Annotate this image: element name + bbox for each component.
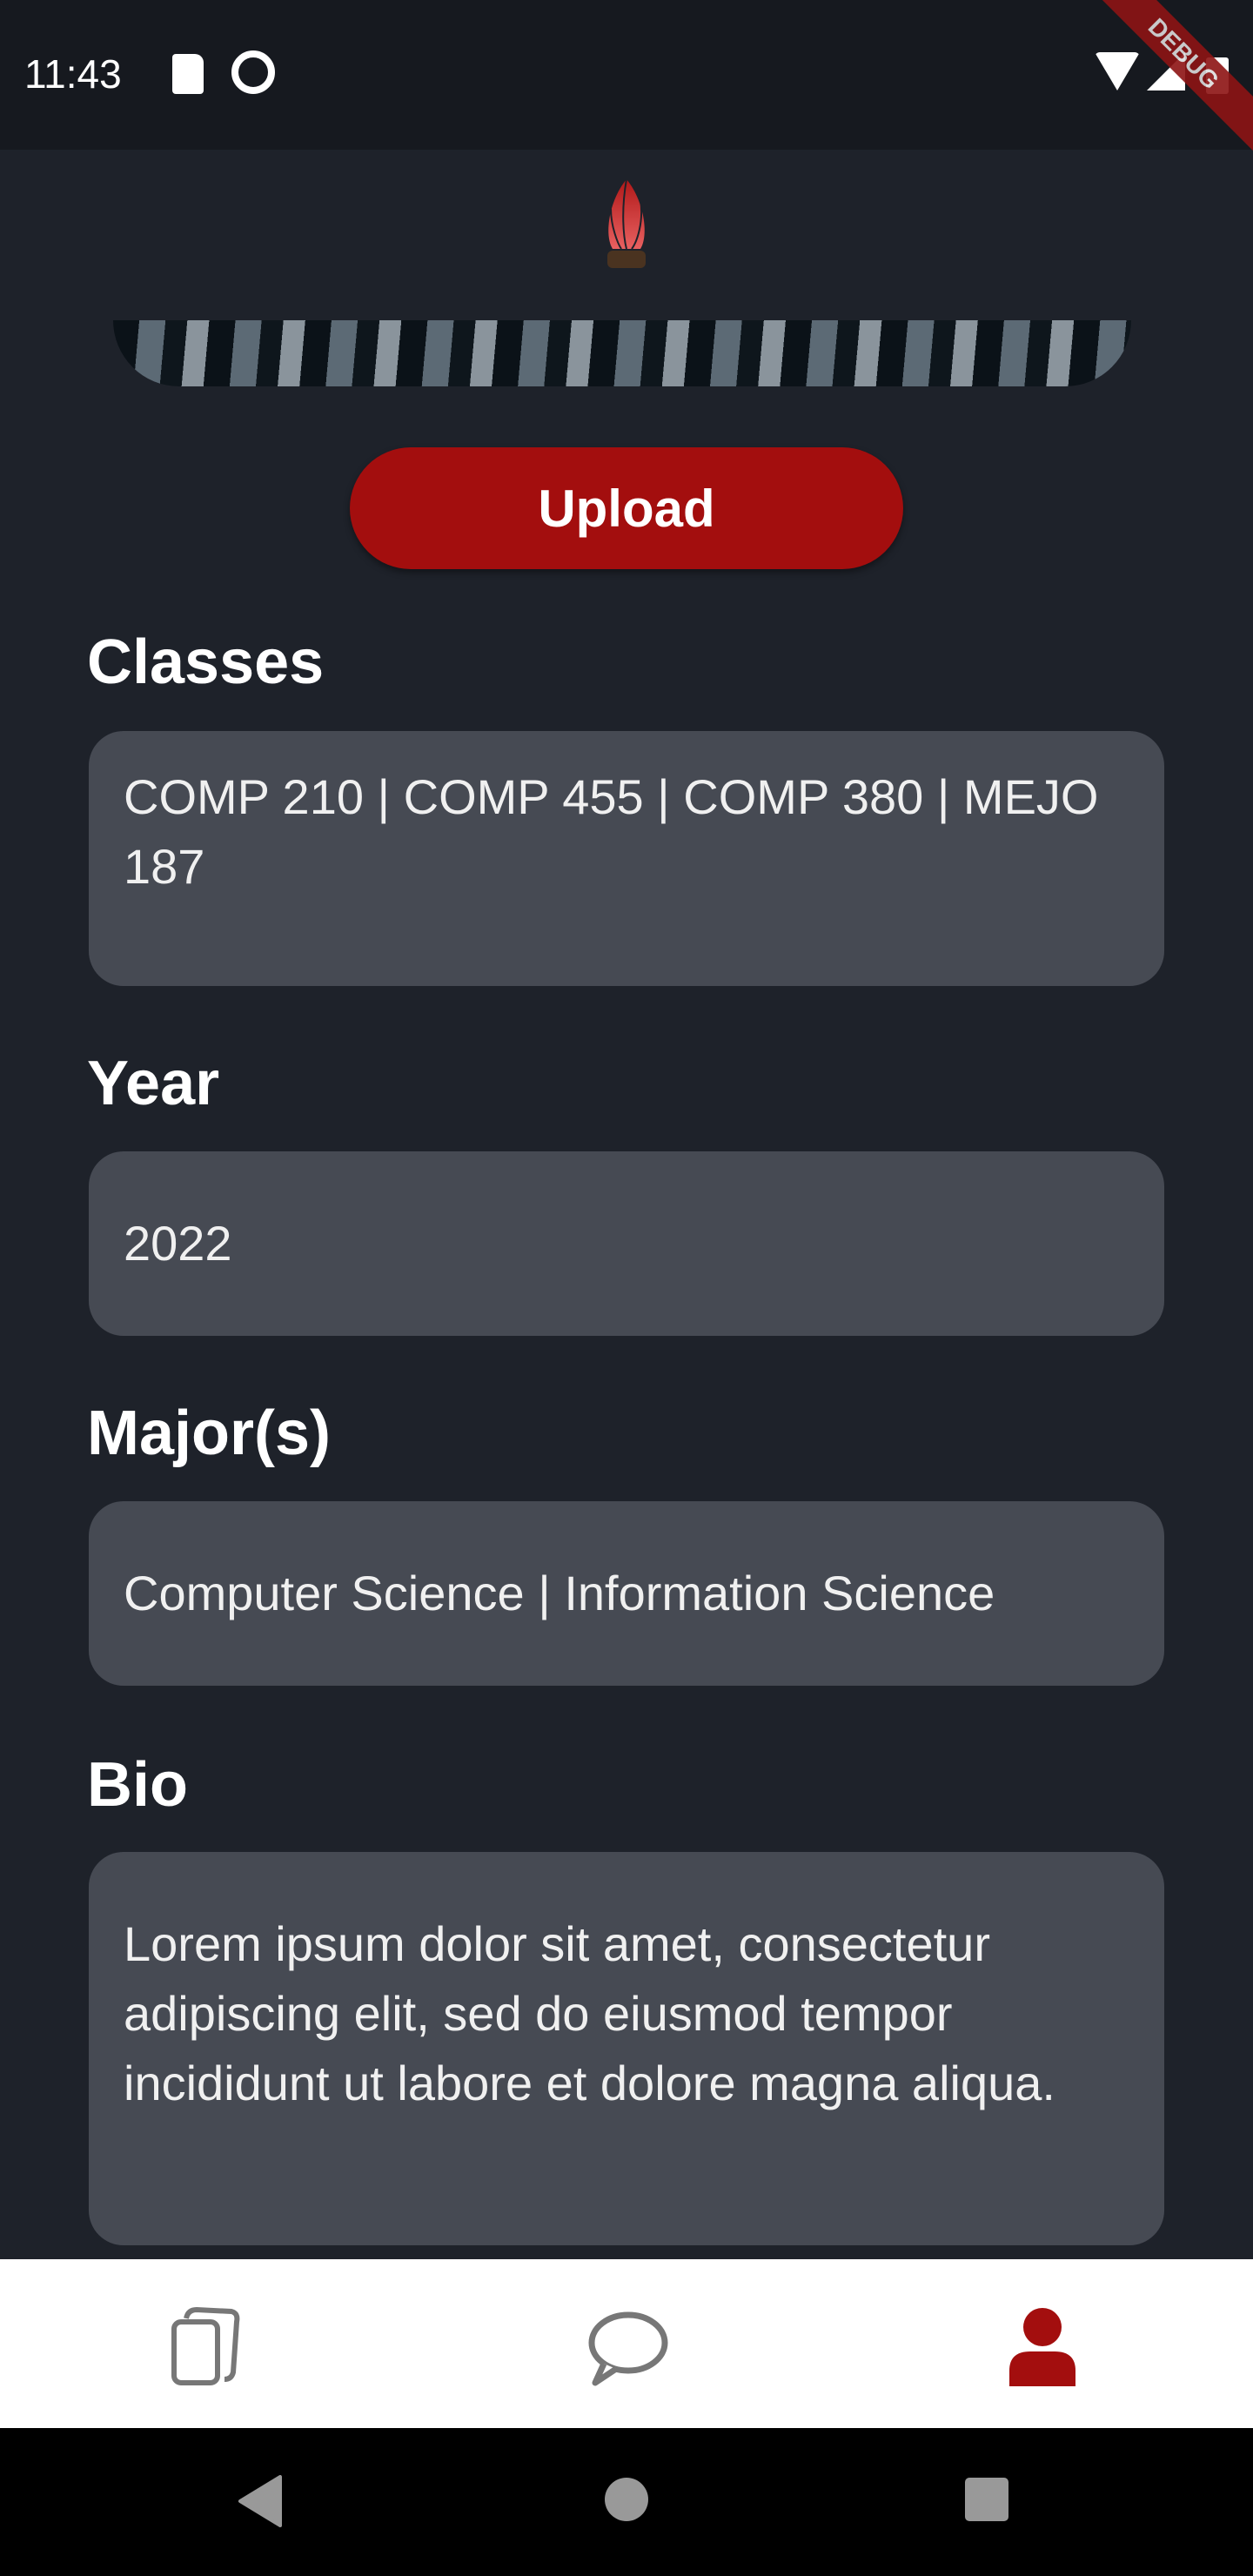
year-label: Year <box>87 1049 220 1118</box>
chat-bubble-icon[interactable] <box>583 2303 670 2390</box>
recents-icon[interactable] <box>964 2477 1009 2522</box>
majors-field[interactable]: Computer Science | Information Science <box>89 1501 1164 1686</box>
year-field[interactable]: 2022 <box>89 1151 1164 1336</box>
back-icon[interactable] <box>237 2475 285 2527</box>
majors-label: Major(s) <box>87 1399 332 1468</box>
status-bar: 11:43 DEBUG <box>0 0 1253 160</box>
flame-logo <box>607 178 646 268</box>
sd-card-icon <box>172 54 204 94</box>
profile-photo <box>113 320 1131 386</box>
bottom-navigation <box>0 2259 1253 2428</box>
bio-field[interactable]: Lorem ipsum dolor sit amet, consectetur … <box>89 1852 1164 2245</box>
classes-field[interactable]: COMP 210 | COMP 455 | COMP 380 | MEJO 18… <box>89 731 1164 986</box>
home-icon[interactable] <box>604 2477 649 2522</box>
bio-label: Bio <box>87 1750 188 1820</box>
wifi-icon <box>1095 52 1140 91</box>
person-icon[interactable] <box>999 2303 1086 2390</box>
classes-label: Classes <box>87 627 325 697</box>
clock: 11:43 <box>24 51 122 97</box>
cards-icon[interactable] <box>164 2303 251 2390</box>
upload-button[interactable]: Upload <box>350 447 903 569</box>
data-saver-icon <box>231 50 275 94</box>
system-navigation-bar <box>0 2428 1253 2576</box>
